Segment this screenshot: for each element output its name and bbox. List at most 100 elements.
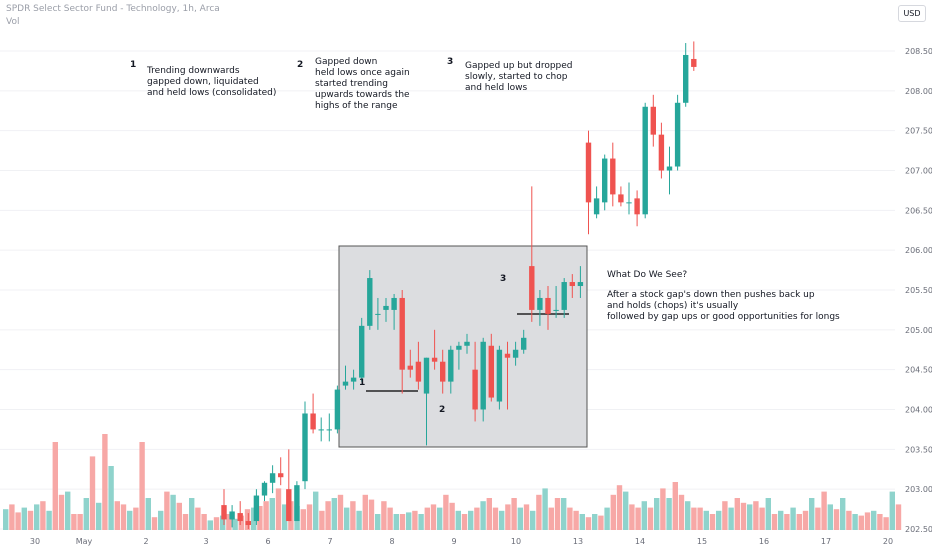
volume-bar bbox=[40, 501, 46, 530]
candle-body bbox=[294, 485, 300, 522]
candle-body bbox=[488, 345, 494, 398]
volume-bar bbox=[58, 494, 65, 530]
volume-bar bbox=[71, 514, 77, 530]
box-label-1: 1 bbox=[359, 378, 366, 388]
y-tick-label: 208.00 bbox=[905, 87, 932, 96]
candle-body bbox=[472, 369, 478, 410]
candle-body bbox=[464, 341, 470, 346]
volume-bar bbox=[486, 498, 492, 530]
volume-bar bbox=[207, 520, 213, 530]
volume-bar bbox=[96, 502, 102, 530]
volume-bar bbox=[83, 498, 89, 530]
volume-bar bbox=[846, 510, 852, 530]
annotation-number-1: 1 bbox=[130, 60, 137, 70]
volume-bar bbox=[554, 498, 561, 530]
x-tick-label: May bbox=[76, 537, 93, 546]
candle-body bbox=[286, 489, 292, 522]
volume-bar bbox=[430, 504, 437, 530]
candle-body bbox=[367, 278, 373, 326]
volume-bar bbox=[344, 507, 350, 530]
candle-body bbox=[269, 473, 276, 483]
candle-body bbox=[448, 349, 454, 382]
x-tick-label: 30 bbox=[30, 537, 40, 546]
volume-bar bbox=[3, 509, 9, 530]
summary-body: After a stock gap's down then pushes bac… bbox=[607, 290, 840, 322]
volume-bar bbox=[263, 501, 269, 530]
volume-bar bbox=[685, 501, 691, 530]
candle-body bbox=[391, 297, 397, 310]
volume-bar bbox=[895, 504, 902, 530]
volume-bar bbox=[809, 498, 815, 530]
summary-title: What Do We See? bbox=[607, 270, 688, 280]
volume-bar bbox=[375, 514, 381, 530]
candle-body bbox=[407, 365, 413, 370]
volume-bar bbox=[201, 514, 207, 530]
candle-body bbox=[593, 198, 600, 215]
x-tick-label: 7 bbox=[327, 537, 332, 546]
candle-body bbox=[359, 325, 365, 378]
volume-bar bbox=[350, 501, 356, 530]
x-tick-label: 13 bbox=[573, 537, 583, 546]
volume-bars bbox=[3, 434, 902, 530]
volume-bar bbox=[356, 510, 362, 530]
volume-bar bbox=[158, 510, 164, 530]
box-label-3: 3 bbox=[500, 274, 507, 284]
volume-bar bbox=[213, 517, 220, 530]
candle-body bbox=[383, 305, 389, 310]
volume-bar bbox=[34, 504, 40, 530]
volume-bar bbox=[883, 517, 889, 530]
x-tick-label: 14 bbox=[635, 537, 645, 546]
volume-bar bbox=[102, 434, 108, 530]
volume-bar bbox=[709, 514, 716, 530]
volume-label: Vol bbox=[6, 17, 20, 27]
volume-bar bbox=[443, 494, 449, 530]
volume-bar bbox=[629, 504, 635, 530]
candle-body bbox=[415, 361, 422, 382]
candle-body bbox=[423, 357, 430, 394]
volume-bar bbox=[164, 491, 170, 530]
candle-body bbox=[326, 429, 332, 431]
candle-body bbox=[658, 134, 665, 171]
volume-bar bbox=[238, 515, 244, 530]
volume-bar bbox=[337, 494, 344, 530]
candle-body bbox=[480, 341, 486, 410]
candle-body bbox=[253, 495, 260, 522]
volume-bar bbox=[399, 514, 406, 530]
volume-bar bbox=[703, 510, 709, 530]
volume-bar bbox=[740, 502, 747, 530]
x-tick-label: 20 bbox=[883, 537, 893, 546]
volume-bar bbox=[530, 510, 536, 530]
volume-bar bbox=[759, 507, 765, 530]
candle-body bbox=[334, 389, 341, 430]
annotation-note-3: Gapped up but dropped slowly, started to… bbox=[465, 61, 573, 93]
volume-bar bbox=[666, 498, 672, 530]
volume-bar bbox=[623, 491, 629, 530]
volume-bar bbox=[300, 509, 306, 530]
candle-body bbox=[237, 513, 243, 522]
candle-body bbox=[642, 106, 648, 215]
candle-body bbox=[666, 166, 673, 171]
volume-bar bbox=[654, 498, 660, 530]
candle-body bbox=[512, 349, 519, 358]
volume-bar bbox=[778, 510, 784, 530]
volume-bar bbox=[468, 510, 474, 530]
x-tick-label: 2 bbox=[143, 537, 148, 546]
candle-body bbox=[431, 357, 438, 362]
candle-body bbox=[585, 142, 592, 203]
volume-bar bbox=[325, 501, 331, 530]
candle-body bbox=[302, 413, 308, 482]
volume-bar bbox=[52, 442, 58, 530]
candle-body bbox=[610, 158, 616, 195]
volume-bar bbox=[449, 502, 455, 530]
currency-button[interactable]: USD bbox=[898, 5, 926, 22]
volume-bar bbox=[189, 498, 195, 530]
candle-body bbox=[496, 349, 503, 402]
volume-bar bbox=[275, 488, 282, 530]
volume-bar bbox=[505, 504, 511, 530]
candlesticks bbox=[221, 41, 697, 529]
volume-bar bbox=[722, 501, 728, 530]
volume-bar bbox=[244, 509, 251, 530]
volume-bar bbox=[827, 504, 833, 530]
x-tick-label: 17 bbox=[821, 537, 831, 546]
